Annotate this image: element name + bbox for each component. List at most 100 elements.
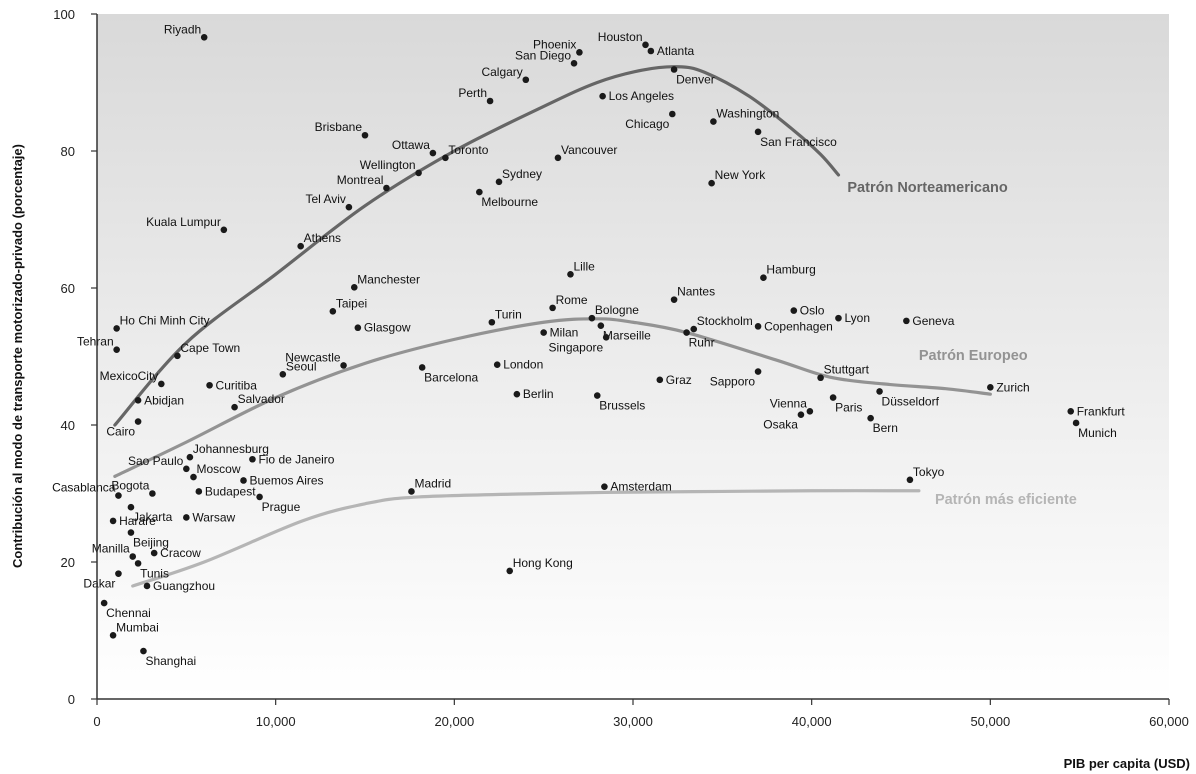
point-label: Frankfurt (1077, 404, 1126, 418)
point-label: Marseille (603, 329, 651, 343)
point-label: Moscow (196, 462, 240, 476)
point-label: Denver (676, 72, 715, 86)
curve-label: Patrón Norteamericano (847, 180, 1007, 196)
point-label: Chennai (106, 606, 151, 620)
data-point (754, 368, 762, 375)
point-label: Phoenix (533, 37, 576, 51)
x-tick-label: 40,000 (792, 714, 832, 729)
point-label: Lille (573, 259, 595, 273)
point-label: Hong Kong (513, 556, 573, 570)
point-label: Warsaw (192, 510, 235, 524)
data-point (127, 529, 135, 536)
y-tick-label: 0 (68, 692, 75, 707)
point-label: Rome (556, 293, 588, 307)
data-point (113, 346, 120, 353)
data-point (240, 477, 247, 484)
point-label: Atlanta (657, 44, 695, 58)
data-point (354, 324, 362, 332)
point-label: Bogota (111, 479, 149, 493)
data-point (597, 322, 605, 329)
point-label: Johannesburg (193, 442, 269, 456)
point-label: Singapore (548, 340, 603, 354)
point-label: Wellington (360, 158, 416, 172)
data-point (670, 66, 678, 73)
data-point (867, 414, 874, 422)
point-label: Shanghai (145, 654, 196, 668)
point-label: Tunis (140, 566, 169, 580)
x-tick-label: 20,000 (434, 714, 474, 729)
point-label: Washington (716, 107, 779, 121)
data-point (186, 453, 194, 461)
point-label: Curitiba (216, 378, 258, 392)
point-label: Hamburg (766, 263, 815, 277)
data-point (495, 178, 503, 186)
data-point (710, 118, 717, 125)
point-label: Mumbai (116, 620, 159, 634)
data-point (642, 41, 649, 49)
point-label: Montreal (337, 173, 384, 187)
point-label: Bern (873, 421, 898, 435)
data-point (183, 514, 190, 521)
y-tick-label: 60 (61, 281, 75, 296)
data-point (708, 179, 715, 187)
data-point (690, 325, 698, 333)
data-point (345, 203, 353, 211)
data-point (656, 376, 664, 384)
point-label: Harare (119, 514, 156, 528)
point-label: Ottawa (392, 138, 430, 152)
data-point (760, 274, 767, 282)
point-label: Ruhr (689, 336, 715, 350)
data-point (256, 493, 263, 501)
point-label: Melbourne (481, 195, 538, 209)
data-point (987, 384, 994, 391)
point-label: Osaka (763, 418, 798, 432)
point-label: Los Angeles (609, 89, 674, 103)
data-point (554, 154, 562, 162)
point-label: Brussels (599, 399, 645, 413)
data-point (195, 488, 203, 495)
data-point (150, 549, 158, 557)
data-point (134, 418, 142, 425)
x-tick-label: 50,000 (970, 714, 1010, 729)
data-point (206, 381, 213, 389)
data-point (522, 76, 530, 84)
data-point (817, 374, 824, 382)
y-tick-label: 20 (61, 555, 75, 570)
data-point (129, 553, 137, 560)
data-point (903, 317, 910, 325)
point-label: Nantes (677, 285, 715, 299)
data-point (134, 397, 142, 404)
data-point (143, 582, 151, 590)
data-point (669, 110, 676, 118)
point-label: Seoul (286, 359, 317, 373)
point-label: Cairo (106, 425, 135, 439)
point-label: Glasgow (364, 321, 411, 335)
y-tick-label: 80 (61, 144, 75, 159)
point-label: Vancouver (561, 143, 617, 157)
point-label: Copenhagen (764, 319, 833, 333)
point-label: Jakarta (133, 510, 173, 524)
data-point (383, 184, 390, 192)
data-point (109, 517, 117, 525)
point-label: Ho Chi Minh City (120, 313, 210, 327)
data-point (127, 503, 135, 511)
point-label: Casablanca (52, 481, 116, 495)
point-label: Milan (550, 326, 579, 340)
point-label: Cape Town (180, 341, 240, 355)
data-point (488, 318, 496, 326)
point-label: Turin (495, 307, 522, 321)
data-point (549, 304, 556, 312)
data-point (100, 599, 108, 607)
point-label: Bologne (595, 303, 639, 317)
point-label: Tokyo (913, 465, 945, 479)
data-point (158, 380, 165, 388)
point-label: Vienna (770, 396, 807, 410)
data-point (601, 483, 608, 490)
data-point (797, 411, 805, 419)
point-label: Prague (262, 500, 301, 514)
data-point (140, 647, 147, 655)
data-point (593, 392, 601, 399)
data-point (190, 473, 197, 481)
point-label: Kuala Lumpur (146, 215, 221, 229)
